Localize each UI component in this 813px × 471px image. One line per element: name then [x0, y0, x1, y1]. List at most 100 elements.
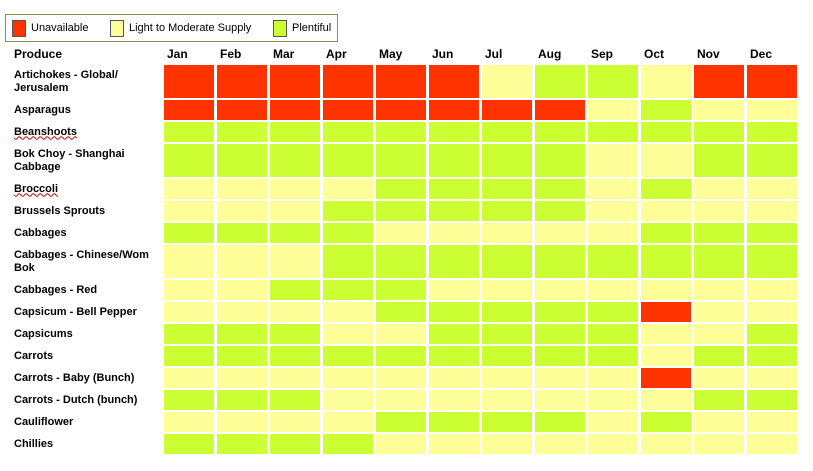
supply-cell-nov [694, 412, 744, 432]
supply-cell-oct [641, 412, 691, 432]
supply-cell-dec [747, 144, 797, 177]
supply-cell-jun [429, 179, 479, 199]
supply-cell-sep [588, 368, 638, 388]
supply-cell-aug [535, 324, 585, 344]
supply-cell-jan [164, 412, 214, 432]
supply-cell-dec [747, 223, 797, 243]
supply-cell-dec [747, 302, 797, 322]
supply-cell-nov [694, 280, 744, 300]
table-row: Carrots - Dutch (bunch) [11, 390, 797, 410]
month-header-jun: Jun [432, 47, 454, 61]
supply-cell-jan [164, 179, 214, 199]
legend-item-unavailable: Unavailable [12, 19, 88, 37]
produce-name-text: Cabbages - Red [14, 283, 98, 296]
produce-name-text: Bok Choy - Shanghai Cabbage [14, 147, 125, 173]
produce-name: Brussels Sprouts [11, 201, 161, 221]
table-row: Brussels Sprouts [11, 201, 797, 221]
produce-name-text: Capsicum - Bell Pepper [14, 305, 137, 318]
supply-cell-feb [217, 245, 267, 278]
month-header-dec: Dec [750, 47, 773, 61]
supply-cell-aug [535, 280, 585, 300]
supply-cell-jul [482, 324, 532, 344]
produce-name-text: Broccoli [14, 182, 59, 195]
supply-cell-aug [535, 368, 585, 388]
supply-cell-apr [323, 179, 373, 199]
supply-cell-dec [747, 368, 797, 388]
supply-cell-jul [482, 434, 532, 454]
supply-cell-jun [429, 144, 479, 177]
table-row: Bok Choy - Shanghai Cabbage [11, 144, 797, 177]
supply-cell-dec [747, 179, 797, 199]
table-row: Capsicums [11, 324, 797, 344]
supply-cell-jun [429, 100, 479, 120]
supply-cell-dec [747, 434, 797, 454]
supply-cell-jul [482, 223, 532, 243]
supply-cell-nov [694, 434, 744, 454]
supply-cell-nov [694, 324, 744, 344]
supply-cell-jul [482, 245, 532, 278]
supply-cell-oct [641, 179, 691, 199]
header-row: Produce Jan Feb Mar Apr May Jun Jul Aug … [11, 45, 797, 63]
supply-cell-jun [429, 65, 479, 98]
table-row: Asparagus [11, 100, 797, 120]
supply-cell-sep [588, 223, 638, 243]
table-row: Cabbages - Red [11, 280, 797, 300]
produce-name: Cabbages - Chinese/Wom Bok [11, 245, 161, 278]
supply-cell-jun [429, 122, 479, 142]
table-row: Cabbages [11, 223, 797, 243]
supply-cell-apr [323, 201, 373, 221]
supply-cell-aug [535, 223, 585, 243]
supply-cell-feb [217, 434, 267, 454]
supply-cell-nov [694, 65, 744, 98]
table-row: Beanshoots [11, 122, 797, 142]
supply-cell-mar [270, 201, 320, 221]
supply-cell-feb [217, 100, 267, 120]
month-header-aug: Aug [538, 47, 562, 61]
supply-cell-jun [429, 346, 479, 366]
supply-cell-dec [747, 122, 797, 142]
supply-cell-sep [588, 100, 638, 120]
produce-name-text: Capsicums [14, 327, 73, 340]
supply-cell-sep [588, 179, 638, 199]
produce-name-text: Artichokes - Global/ Jerusalem [14, 68, 118, 94]
supply-cell-jul [482, 100, 532, 120]
supply-cell-oct [641, 434, 691, 454]
produce-name-text: Carrots [14, 349, 54, 362]
table-row: Capsicum - Bell Pepper [11, 302, 797, 322]
supply-cell-sep [588, 201, 638, 221]
supply-cell-mar [270, 368, 320, 388]
supply-cell-aug [535, 100, 585, 120]
supply-cell-nov [694, 223, 744, 243]
month-header-may: May [379, 47, 403, 61]
supply-cell-jan [164, 324, 214, 344]
supply-cell-sep [588, 324, 638, 344]
supply-cell-oct [641, 390, 691, 410]
supply-cell-mar [270, 434, 320, 454]
produce-name: Chillies [11, 434, 161, 454]
supply-cell-mar [270, 280, 320, 300]
supply-cell-nov [694, 144, 744, 177]
supply-cell-dec [747, 346, 797, 366]
month-header-jan: Jan [167, 47, 188, 61]
supply-cell-jul [482, 390, 532, 410]
supply-cell-may [376, 390, 426, 410]
supply-cell-feb [217, 280, 267, 300]
supply-cell-dec [747, 412, 797, 432]
supply-cell-mar [270, 144, 320, 177]
supply-cell-sep [588, 65, 638, 98]
legend-label-light-moderate: Light to Moderate Supply [129, 22, 252, 34]
supply-cell-may [376, 100, 426, 120]
table-row: Artichokes - Global/ Jerusalem [11, 65, 797, 98]
supply-cell-apr [323, 280, 373, 300]
supply-cell-aug [535, 346, 585, 366]
produce-name: Bok Choy - Shanghai Cabbage [11, 144, 161, 177]
supply-cell-mar [270, 412, 320, 432]
supply-cell-aug [535, 302, 585, 322]
supply-cell-sep [588, 390, 638, 410]
table-row: Cauliflower [11, 412, 797, 432]
supply-cell-jan [164, 201, 214, 221]
month-header-nov: Nov [697, 47, 720, 61]
produce-name: Cabbages - Red [11, 280, 161, 300]
supply-cell-dec [747, 245, 797, 278]
produce-name-text: Cauliflower [14, 415, 74, 428]
